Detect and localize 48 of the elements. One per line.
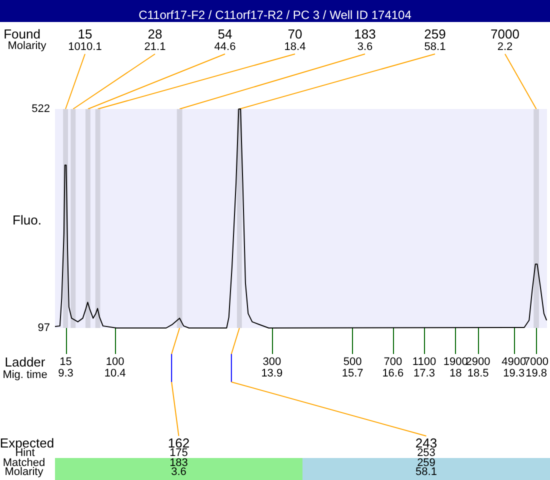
x-tick-label: 18 [450,368,462,380]
band-label: 28 [148,26,162,42]
text: 21.1 [144,41,166,53]
text: Molarity [8,40,47,52]
text: 58.1 [416,466,437,478]
band-label: 183 [354,26,376,42]
text: Found [4,26,40,42]
line-series [54,108,548,328]
band-label: 70 [288,26,302,42]
text: 2900 [466,356,490,368]
text: 1100 [412,356,436,368]
text: Molarity [4,466,44,478]
chart-title: C11orf17-F2 / C11orf17-R2 / PC 3 / Well ID 174104 [138,8,412,22]
x-axis-title: Mig. time [2,369,48,381]
text: 500 [343,356,362,368]
text: 18.4 [284,41,306,53]
text: 3.6 [171,466,186,478]
y-tick-label: 522 [32,103,50,115]
y-axis-title: Fluo. [12,212,42,228]
x-tick-label: 9.3 [58,368,74,380]
x-tick-label: 19.3 [503,368,525,380]
band-label: 15 [78,26,92,42]
x-tick-label: 18.5 [467,368,489,380]
x-tick-label: 10.4 [104,368,126,380]
text: 15 [60,356,72,368]
text: 7000 [524,356,549,368]
text: 58.1 [424,41,446,53]
text: 253 [417,447,436,459]
text: 700 [384,356,402,368]
text: Ladder [4,354,46,370]
x-tick-label: 13.9 [261,368,283,380]
y-tick-label: 97 [38,322,50,334]
text: 2.2 [497,41,513,53]
text: 4900 [502,356,526,368]
text: 44.6 [214,41,236,53]
band-label: 7000 [490,26,520,42]
text: 100 [106,356,124,368]
text: 1010.1 [68,41,102,53]
text: 300 [262,356,282,368]
x-tick-label: 16.6 [382,368,404,380]
text: 175 [170,447,188,459]
band-label: 259 [424,26,446,42]
text: 3.6 [357,41,373,53]
x-tick-label: 15.7 [342,368,364,380]
x-tick-label: 17.3 [414,368,435,380]
x-tick-label: 19.8 [526,368,548,380]
band-label: 54 [218,26,232,42]
text: 1900 [443,356,468,368]
